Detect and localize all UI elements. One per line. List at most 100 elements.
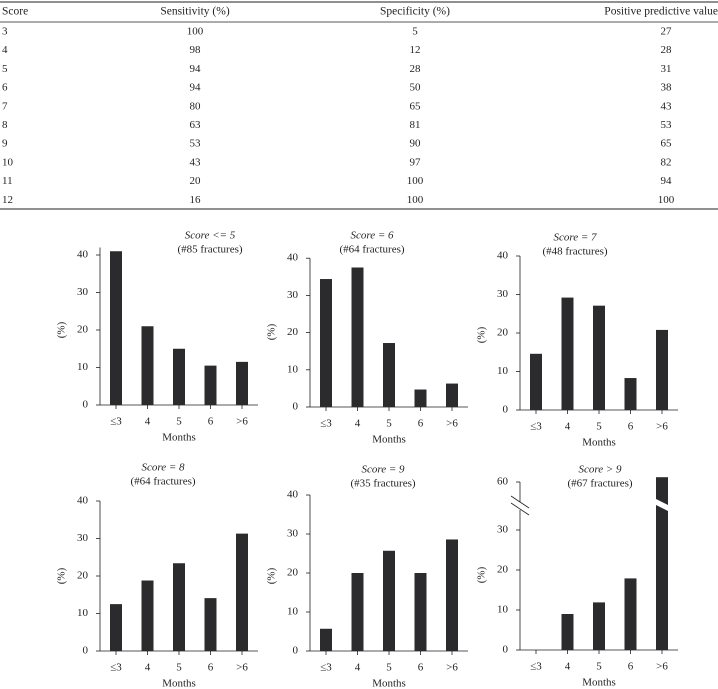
bar <box>383 343 395 407</box>
table-cell: 4 <box>2 44 8 56</box>
table-header: Specificity (%) <box>380 6 450 18</box>
table-cell: 5 <box>2 63 8 75</box>
y-tick-label: 40 <box>77 495 89 507</box>
y-tick-label: 20 <box>497 564 509 576</box>
bar <box>414 389 427 407</box>
x-tick-label: 4 <box>565 421 571 433</box>
x-tick-label: >6 <box>656 421 668 433</box>
table-cell: 82 <box>661 156 672 168</box>
table-cell: 11 <box>2 175 13 187</box>
axis-break <box>510 502 530 516</box>
y-tick-label: 10 <box>497 604 509 616</box>
table-cell: 63 <box>190 119 202 131</box>
y-tick-label: 0 <box>293 645 299 657</box>
table-cell: 100 <box>407 175 424 187</box>
x-tick-label: 4 <box>565 661 571 673</box>
table-cell: 97 <box>410 156 422 168</box>
table-cell: 16 <box>190 194 202 206</box>
bar <box>173 348 185 405</box>
table-cell: 65 <box>661 138 673 150</box>
table-cell: 9 <box>2 138 8 150</box>
table-cell: 10 <box>2 156 14 168</box>
table-header: Sensitivity (%) <box>160 6 229 18</box>
x-axis-label: Months <box>582 677 616 689</box>
y-tick-label: 40 <box>497 250 509 262</box>
x-tick-label: 6 <box>208 416 214 428</box>
table-cell: 53 <box>190 138 202 150</box>
x-tick-label: 4 <box>145 416 151 428</box>
bar <box>320 279 332 407</box>
x-tick-label: 4 <box>355 418 361 430</box>
table-header: Positive predictive value <box>604 6 718 18</box>
bar <box>320 628 332 651</box>
chart-subtitle: (#64 fractures) <box>339 244 404 256</box>
y-tick-label: 10 <box>287 363 299 375</box>
chart-title: Score = 7 <box>553 232 597 244</box>
bar <box>383 550 395 651</box>
x-tick-label: 5 <box>596 661 602 673</box>
y-tick-label: 0 <box>83 645 89 657</box>
bar <box>446 383 458 407</box>
bar <box>656 477 668 650</box>
table-cell: 53 <box>661 119 673 131</box>
y-axis-label: (%) <box>476 326 488 343</box>
x-tick-label: ≤3 <box>320 662 332 674</box>
bar <box>204 598 217 651</box>
chart-title: Score <= 5 <box>185 230 236 242</box>
table-cell: 43 <box>190 156 202 168</box>
y-tick-label: 60 <box>497 476 509 488</box>
y-tick-label: 10 <box>287 606 299 618</box>
x-tick-label: >6 <box>656 661 668 673</box>
x-tick-label: ≤3 <box>110 662 122 674</box>
table-cell: 8 <box>2 119 8 131</box>
x-tick-label: >6 <box>236 662 248 674</box>
table-cell: 20 <box>190 175 202 187</box>
table-cell: 28 <box>410 63 422 75</box>
table-cell: 12 <box>410 44 421 56</box>
x-tick-label: 5 <box>386 662 392 674</box>
table-cell: 94 <box>190 63 202 75</box>
bar <box>110 251 122 405</box>
bar <box>624 378 637 410</box>
x-tick-label: >6 <box>446 418 458 430</box>
x-tick-label: 5 <box>386 418 392 430</box>
y-axis-label: (%) <box>266 567 278 584</box>
bar <box>656 329 668 410</box>
bar <box>561 297 574 410</box>
y-tick-label: 30 <box>287 528 299 540</box>
table-cell: 50 <box>410 82 422 94</box>
x-tick-label: 5 <box>176 662 182 674</box>
bar <box>204 365 217 405</box>
bar <box>141 326 154 405</box>
x-tick-label: >6 <box>446 662 458 674</box>
y-tick-label: 0 <box>503 404 509 416</box>
x-tick-label: >6 <box>236 416 248 428</box>
chart-subtitle: (#67 fractures) <box>567 478 632 490</box>
y-axis-label: (%) <box>56 567 68 584</box>
x-axis-label: Months <box>162 678 196 689</box>
table-cell: 28 <box>661 44 673 56</box>
table-cell: 100 <box>658 194 675 206</box>
axis-break <box>510 495 530 509</box>
bar <box>236 361 248 405</box>
x-tick-label: 6 <box>628 421 634 433</box>
y-tick-label: 20 <box>77 570 89 582</box>
table-cell: 98 <box>190 44 202 56</box>
table-cell: 3 <box>2 26 8 38</box>
x-tick-label: ≤3 <box>530 661 542 673</box>
bar <box>141 580 154 651</box>
table-cell: 90 <box>410 138 422 150</box>
x-axis-label: Months <box>372 678 406 689</box>
bar <box>593 305 605 410</box>
table-cell: 12 <box>2 194 13 206</box>
bar <box>561 614 574 650</box>
x-tick-label: ≤3 <box>320 418 332 430</box>
x-tick-label: 6 <box>418 662 424 674</box>
bar <box>414 573 427 651</box>
x-tick-label: 6 <box>628 661 634 673</box>
bar <box>530 353 542 410</box>
bar <box>173 563 185 651</box>
bar <box>236 533 248 651</box>
chart-title: Score > 9 <box>578 464 622 476</box>
y-tick-label: 10 <box>77 607 89 619</box>
